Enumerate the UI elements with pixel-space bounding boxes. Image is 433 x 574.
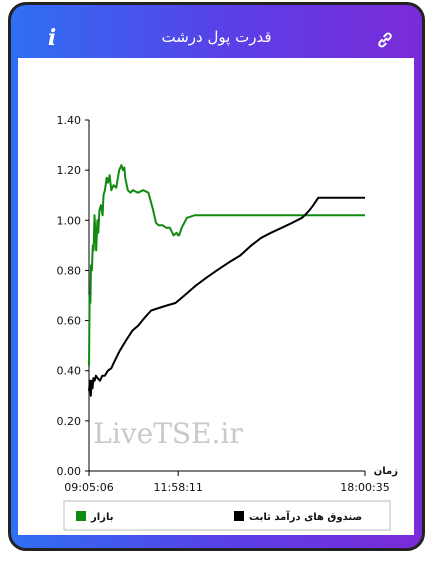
legend: بازار صندوق های درآمد ثابت <box>63 500 391 531</box>
y-tick-label: 0.20 <box>57 415 82 428</box>
info-icon[interactable]: i <box>47 25 57 51</box>
series-line-1 <box>88 196 365 397</box>
legend-label-1: صندوق های درآمد ثابت <box>249 510 362 523</box>
link-icon[interactable] <box>376 31 394 49</box>
y-tick-label: 1.40 <box>57 114 82 127</box>
legend-swatch-0 <box>76 511 86 521</box>
x-axis-label: زمان <box>374 466 398 477</box>
header-bar: i قدرت پول درشت <box>11 5 422 57</box>
app-frame: i قدرت پول درشت LiveTSE.ir 0.00 0.20 0.40 0… <box>8 2 425 551</box>
y-tick-label: 0.00 <box>57 465 82 478</box>
legend-swatch-1 <box>234 511 244 521</box>
y-tick-label: 0.60 <box>57 315 82 328</box>
chart: LiveTSE.ir 0.00 0.20 0.40 0.60 0.80 1.00 1.20 1… <box>57 114 398 531</box>
chart-card: LiveTSE.ir 0.00 0.20 0.40 0.60 0.80 1.00 1.20 1… <box>18 58 414 535</box>
x-tick-label: 11:58:11 <box>154 481 203 494</box>
x-tick-label: 18:00:35 <box>340 481 389 494</box>
y-tick-label: 0.80 <box>57 264 82 277</box>
y-tick-label: 1.00 <box>57 214 82 227</box>
legend-label-0: بازار <box>90 512 113 523</box>
watermark: LiveTSE.ir <box>93 417 243 450</box>
y-tick-label: 0.40 <box>57 365 82 378</box>
legend-box <box>63 500 391 531</box>
y-tick-label: 1.20 <box>57 164 82 177</box>
series-line-0 <box>88 164 365 366</box>
x-tick-label: 09:05:06 <box>64 481 113 494</box>
page-title: قدرت پول درشت <box>161 28 272 46</box>
